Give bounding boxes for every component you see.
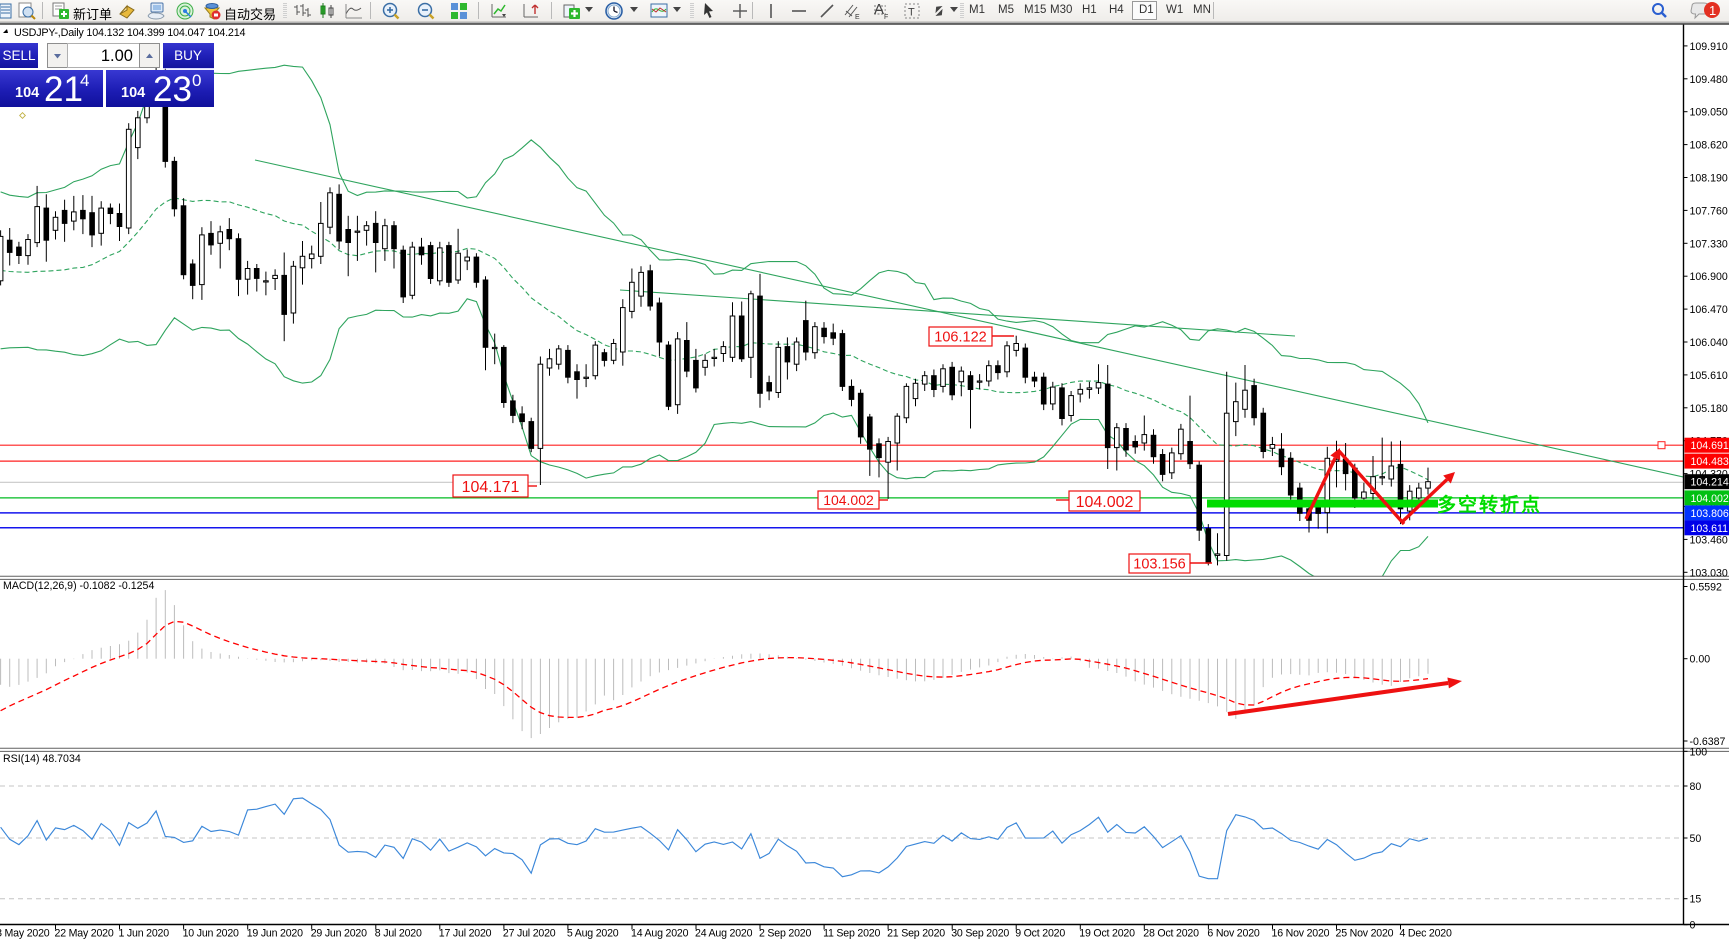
svg-text:104.483: 104.483 — [1691, 456, 1729, 468]
svg-text:107.330: 107.330 — [1690, 238, 1728, 250]
svg-text:109.050: 109.050 — [1690, 107, 1728, 119]
svg-text:4: 4 — [80, 71, 89, 90]
svg-text:多空转折点: 多空转折点 — [1437, 493, 1542, 516]
svg-text:0: 0 — [192, 71, 201, 90]
svg-text:22 May 2020: 22 May 2020 — [55, 928, 114, 940]
svg-text:108.620: 108.620 — [1690, 140, 1728, 152]
svg-text:21 Sep 2020: 21 Sep 2020 — [887, 928, 945, 940]
svg-text:103.806: 103.806 — [1691, 508, 1729, 520]
svg-text:106.470: 106.470 — [1690, 304, 1728, 316]
svg-text:106.122: 106.122 — [934, 330, 986, 346]
svg-text:0.5592: 0.5592 — [1690, 582, 1723, 594]
svg-text:2 Sep 2020: 2 Sep 2020 — [759, 928, 812, 940]
svg-text:30 Sep 2020: 30 Sep 2020 — [951, 928, 1009, 940]
svg-text:104: 104 — [121, 85, 145, 101]
svg-text:0: 0 — [1690, 920, 1696, 932]
svg-text:103.156: 103.156 — [1133, 557, 1185, 573]
svg-text:104.002: 104.002 — [1076, 494, 1134, 511]
svg-text:104.002: 104.002 — [1691, 493, 1729, 505]
svg-text:104.002: 104.002 — [823, 492, 874, 508]
svg-text:4 Dec 2020: 4 Dec 2020 — [1400, 928, 1452, 940]
svg-text:1.00: 1.00 — [101, 47, 133, 65]
svg-text:0.00: 0.00 — [1690, 654, 1711, 666]
svg-text:6 Nov 2020: 6 Nov 2020 — [1207, 928, 1259, 940]
svg-text:104.171: 104.171 — [462, 479, 520, 496]
svg-text:24 Aug 2020: 24 Aug 2020 — [695, 928, 753, 940]
svg-text:21: 21 — [44, 70, 83, 109]
svg-text:50: 50 — [1690, 833, 1702, 845]
svg-text:27 Jul 2020: 27 Jul 2020 — [503, 928, 556, 940]
svg-text:106.040: 106.040 — [1690, 337, 1728, 349]
svg-text:25 Nov 2020: 25 Nov 2020 — [1336, 928, 1394, 940]
svg-text:14 Aug 2020: 14 Aug 2020 — [631, 928, 689, 940]
svg-text:RSI(14) 48.7034: RSI(14) 48.7034 — [3, 753, 81, 765]
svg-text:SELL: SELL — [2, 48, 36, 63]
svg-text:104: 104 — [15, 85, 39, 101]
svg-text:19 Oct 2020: 19 Oct 2020 — [1079, 928, 1135, 940]
svg-text:F: F — [884, 14, 888, 20]
svg-text:109.480: 109.480 — [1690, 74, 1728, 86]
svg-text:106.900: 106.900 — [1690, 271, 1728, 283]
svg-text:-0.6387: -0.6387 — [1690, 736, 1726, 748]
svg-text:8 Jul 2020: 8 Jul 2020 — [375, 928, 422, 940]
svg-text:107.760: 107.760 — [1690, 205, 1728, 217]
svg-text:100: 100 — [1690, 746, 1708, 758]
svg-text:29 Jun 2020: 29 Jun 2020 — [311, 928, 367, 940]
svg-text:104.691: 104.691 — [1691, 440, 1729, 452]
svg-text:10 Jun 2020: 10 Jun 2020 — [183, 928, 239, 940]
svg-text:1: 1 — [1709, 3, 1716, 18]
svg-text:103.460: 103.460 — [1690, 534, 1728, 546]
svg-text:103.611: 103.611 — [1691, 523, 1729, 535]
svg-text:104.214: 104.214 — [1691, 477, 1729, 489]
svg-text:105.610: 105.610 — [1690, 370, 1728, 382]
svg-text:9 Oct 2020: 9 Oct 2020 — [1015, 928, 1065, 940]
svg-text:105.180: 105.180 — [1690, 403, 1728, 415]
svg-text:109.910: 109.910 — [1690, 41, 1728, 53]
svg-text:108.190: 108.190 — [1690, 173, 1728, 185]
svg-text:23: 23 — [153, 70, 192, 109]
svg-text:80: 80 — [1690, 781, 1702, 793]
svg-text:16 Nov 2020: 16 Nov 2020 — [1272, 928, 1330, 940]
svg-text:13 May 2020: 13 May 2020 — [0, 928, 50, 940]
svg-text:17 Jul 2020: 17 Jul 2020 — [439, 928, 492, 940]
svg-text:T: T — [908, 7, 915, 19]
svg-text:28 Oct 2020: 28 Oct 2020 — [1143, 928, 1199, 940]
svg-text:1 Jun 2020: 1 Jun 2020 — [119, 928, 170, 940]
svg-text:USDJPY-,Daily 104.132 104.399: USDJPY-,Daily 104.132 104.399 104.047 10… — [14, 27, 246, 39]
svg-text:11 Sep 2020: 11 Sep 2020 — [823, 928, 880, 940]
svg-text:MACD(12,26,9) -0.1082 -0.1254: MACD(12,26,9) -0.1082 -0.1254 — [3, 580, 154, 592]
svg-text:19 Jun 2020: 19 Jun 2020 — [247, 928, 303, 940]
svg-text:E: E — [855, 14, 860, 20]
svg-text:15: 15 — [1690, 894, 1702, 906]
svg-text:5 Aug 2020: 5 Aug 2020 — [567, 928, 619, 940]
svg-text:103.030: 103.030 — [1690, 567, 1728, 579]
svg-text:BUY: BUY — [174, 48, 202, 63]
